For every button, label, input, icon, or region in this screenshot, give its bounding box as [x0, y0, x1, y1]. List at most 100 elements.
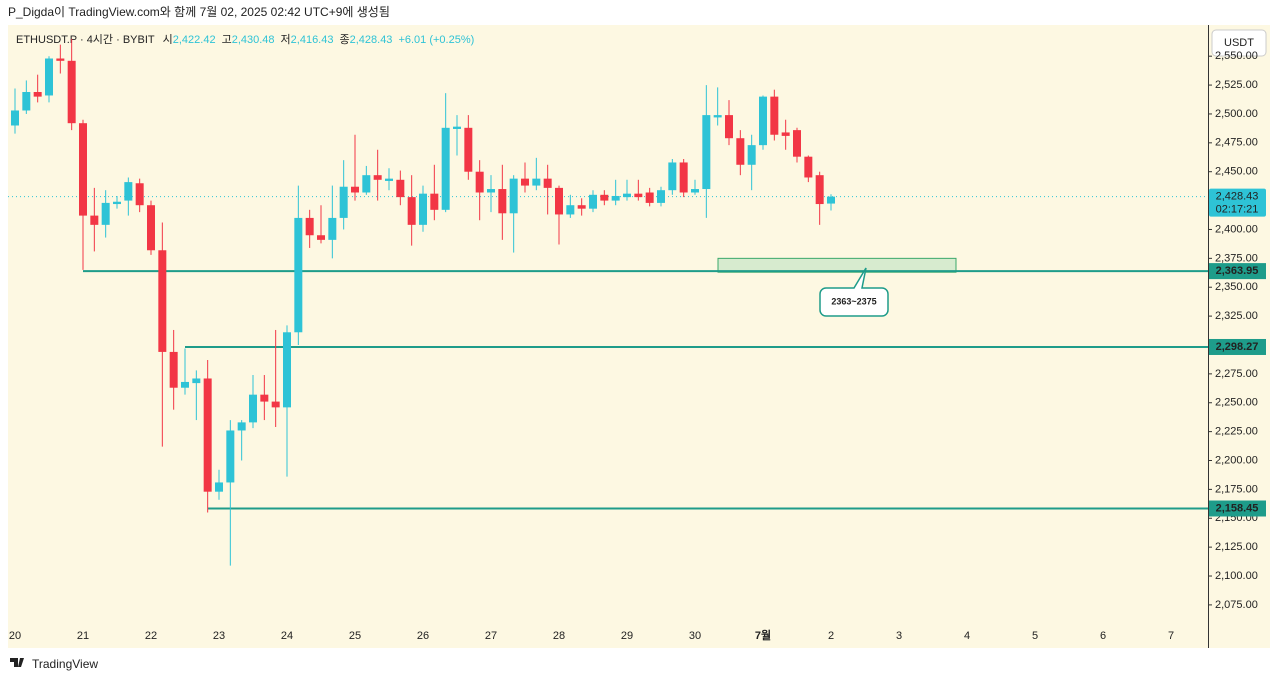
candle-body	[781, 132, 790, 136]
candle-body	[713, 115, 722, 118]
candle-body	[827, 196, 835, 204]
candle-body	[407, 197, 416, 225]
x-tick-label: 2	[828, 630, 834, 642]
y-tick-label: 2,250.00	[1215, 397, 1258, 409]
legend-field-value: 2,428.43	[350, 34, 393, 46]
candle-body	[305, 217, 314, 236]
y-tick-label: 2,200.00	[1215, 454, 1258, 466]
candle-body	[430, 193, 439, 210]
candle-body	[79, 123, 87, 216]
y-tick-label: 2,475.00	[1215, 137, 1258, 149]
y-tick-label: 2,100.00	[1215, 570, 1258, 582]
candle-body	[203, 378, 212, 492]
x-tick-label: 22	[145, 630, 157, 642]
candle-body	[770, 96, 779, 135]
legend-field-label: 고	[222, 34, 232, 46]
y-tick-label: 2,125.00	[1215, 541, 1258, 553]
candle-body	[396, 179, 405, 198]
x-tick-label: 7월	[755, 628, 771, 642]
candle-body	[668, 162, 677, 191]
x-tick-label: 23	[213, 630, 225, 642]
candle-body	[328, 217, 337, 240]
tv-logo	[10, 658, 24, 667]
candle-body	[657, 190, 665, 203]
candle-body	[11, 110, 19, 126]
y-tick-label: 2,275.00	[1215, 368, 1258, 380]
current-label: 2,428.43	[1216, 191, 1259, 203]
candle-body	[339, 186, 348, 218]
candle-body	[509, 178, 518, 214]
candle-body	[260, 394, 269, 402]
candle-body	[691, 189, 699, 193]
candle-body	[521, 178, 529, 186]
candle-body	[566, 205, 575, 215]
candle-body	[736, 138, 745, 165]
x-tick-label: 6	[1100, 630, 1106, 642]
footer: TradingView	[32, 657, 98, 671]
candle-body	[747, 145, 756, 165]
candle-body	[498, 189, 507, 214]
candle-body	[22, 92, 31, 111]
y-tick-label: 2,175.00	[1215, 483, 1258, 495]
legend-change: +6.01 (+0.25%)	[398, 34, 474, 46]
candle-body	[589, 194, 597, 209]
candle-body	[124, 182, 133, 201]
currency[interactable]: USDT	[1224, 37, 1254, 49]
currency-box[interactable]	[1211, 29, 1267, 57]
x-tick-label: 3	[896, 630, 902, 642]
candle-body	[475, 171, 484, 193]
candle-body	[181, 381, 189, 388]
candle-body	[294, 217, 303, 333]
legend-field-value: 2,422.42	[173, 34, 216, 46]
level-label: 2,158.45	[1216, 502, 1259, 514]
candle-body	[351, 186, 359, 193]
y-tick-label: 2,400.00	[1215, 223, 1258, 235]
callout	[819, 267, 889, 317]
legend-field-value: 2,416.43	[291, 34, 334, 46]
candle-body	[725, 115, 733, 139]
candle-body	[543, 178, 552, 188]
candle-body	[237, 422, 246, 431]
legend-field-label: 시	[163, 34, 173, 46]
candle-body	[192, 378, 201, 384]
x-tick-label: 29	[621, 630, 633, 642]
candle-body	[215, 482, 223, 492]
legend: ETHUSDT.P · 4시간 · BYBIT 시2,422.42 고2,430.4…	[16, 33, 474, 46]
candle-body	[453, 126, 461, 129]
x-tick-label: 5	[1032, 630, 1038, 642]
x-tick-label: 27	[485, 630, 497, 642]
candle-body	[623, 193, 631, 198]
candle-body	[373, 175, 382, 180]
zone	[717, 257, 957, 273]
candle-body	[385, 178, 393, 181]
x-tick-label: 7	[1168, 630, 1174, 642]
candle-body	[135, 183, 144, 206]
y-tick-label: 2,550.00	[1215, 50, 1258, 62]
candle-body	[759, 96, 767, 146]
candle-body	[555, 187, 563, 215]
candle-body	[600, 194, 609, 201]
candle-body	[249, 394, 257, 423]
y-tick-label: 2,325.00	[1215, 310, 1258, 322]
candle-body	[362, 175, 371, 193]
level-label: 2,298.27	[1216, 341, 1259, 353]
legend-field-label: 종	[339, 34, 349, 46]
candle-body	[419, 193, 427, 225]
candle-body	[226, 430, 235, 483]
caption: P_Digda이 TradingView.com와 함께 7월 02, 2025…	[8, 5, 390, 19]
candle-body	[441, 127, 450, 210]
candle-body	[101, 202, 110, 225]
candle-body	[271, 401, 280, 408]
candle-body	[56, 58, 65, 61]
candle-body	[158, 250, 167, 352]
candle-body	[464, 127, 473, 172]
y-tick-label: 2,525.00	[1215, 79, 1258, 91]
y-tick-label: 2,450.00	[1215, 166, 1258, 178]
candle-body	[532, 178, 541, 186]
current-badge	[1209, 188, 1266, 217]
legend-symbol: ETHUSDT.P · 4시간 · BYBIT	[16, 33, 155, 46]
candle-body	[147, 205, 155, 251]
y-tick-label: 2,350.00	[1215, 281, 1258, 293]
